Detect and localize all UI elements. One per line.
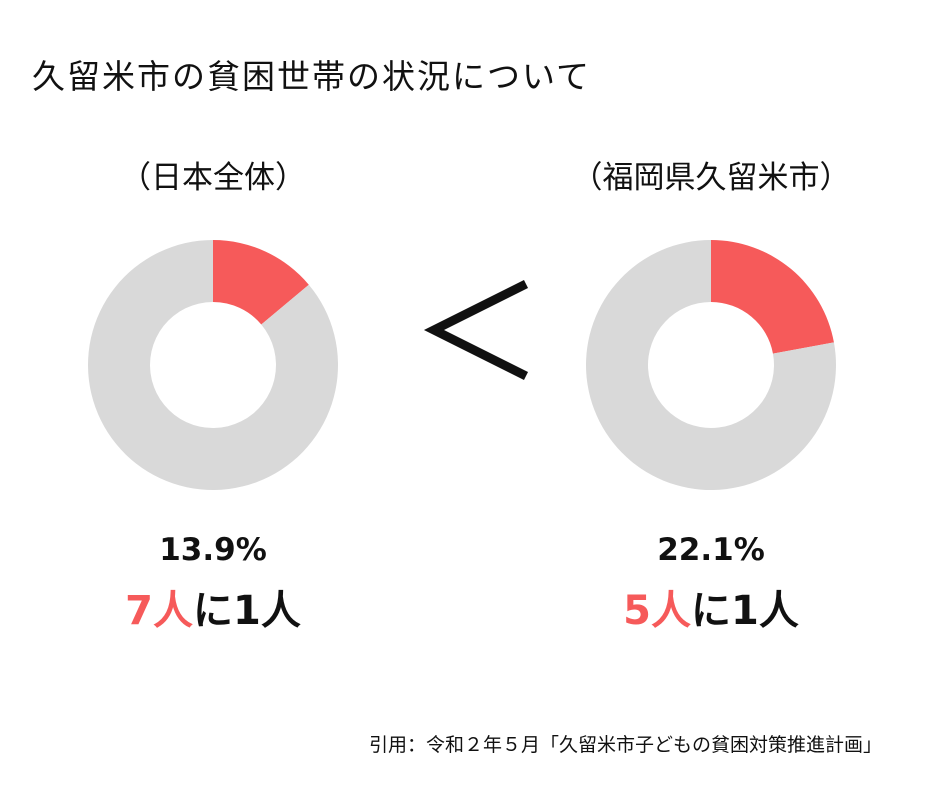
- japan-percentage: 13.9%: [159, 532, 267, 568]
- japan-donut-chart: [88, 240, 338, 490]
- japan-ratio-rest: に1人: [193, 588, 301, 634]
- japan-ratio: 7人に1人: [125, 578, 301, 636]
- source-citation: 引用：令和２年５月「久留米市子どもの貧困対策推進計画」: [368, 734, 882, 756]
- page-title: 久留米市の貧困世帯の状況について: [32, 57, 592, 96]
- less-than-mark: [423, 279, 529, 381]
- donut-slice-highlight: [213, 240, 309, 325]
- japan-label: （日本全体）: [120, 160, 306, 196]
- kurume-percentage: 22.1%: [657, 532, 765, 568]
- donut-slice-highlight: [711, 240, 834, 354]
- kurume-label: （福岡県久留米市）: [571, 160, 851, 196]
- kurume-ratio-rest: に1人: [691, 588, 799, 634]
- less-than-comparator: <: [423, 279, 529, 381]
- donut-slice-remainder: [586, 240, 836, 490]
- japan-ratio-number: 7人: [125, 588, 193, 634]
- kurume-ratio-number: 5人: [623, 588, 691, 634]
- kurume-donut-chart: [586, 240, 836, 490]
- kurume-ratio: 5人に1人: [623, 578, 799, 636]
- donut-slice-remainder: [88, 240, 338, 490]
